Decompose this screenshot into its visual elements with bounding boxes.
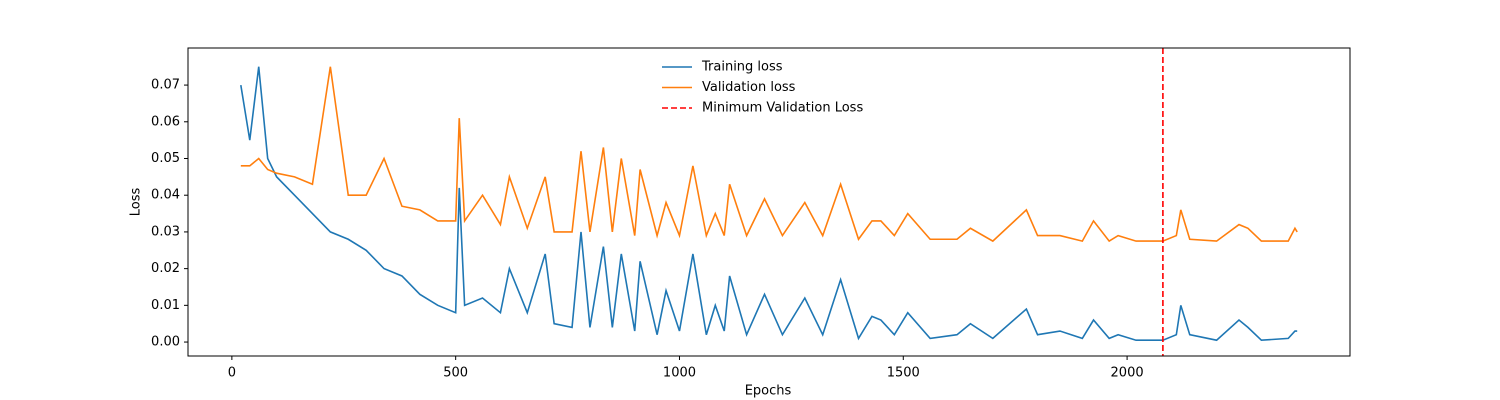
- line-series: [240, 66, 1298, 342]
- y-tick-label: 0.06: [151, 114, 180, 129]
- y-tick-label: 0.04: [151, 188, 180, 203]
- y-tick-label: 0.07: [151, 78, 180, 93]
- y-tick-label: 0.01: [151, 298, 180, 313]
- x-tick-label: 500: [443, 366, 468, 381]
- x-tick-label: 2000: [1111, 366, 1144, 381]
- y-tick-label: 0.00: [151, 335, 180, 350]
- y-tick-label: 0.03: [151, 224, 180, 239]
- x-tick-label: 1000: [663, 366, 696, 381]
- plot-frame: [187, 47, 1351, 357]
- legend-label: Validation loss: [702, 80, 796, 95]
- legend-label: Minimum Validation Loss: [702, 101, 863, 116]
- y-tick-label: 0.02: [151, 261, 180, 276]
- x-tick-label: 0: [228, 366, 236, 381]
- y-tick-label: 0.05: [151, 151, 180, 166]
- legend-label: Training loss: [701, 60, 783, 75]
- line-series: [240, 66, 1298, 243]
- x-tick-label: 1500: [887, 366, 920, 381]
- x-axis-label: Epochs: [745, 384, 792, 399]
- y-axis-label: Loss: [129, 188, 144, 217]
